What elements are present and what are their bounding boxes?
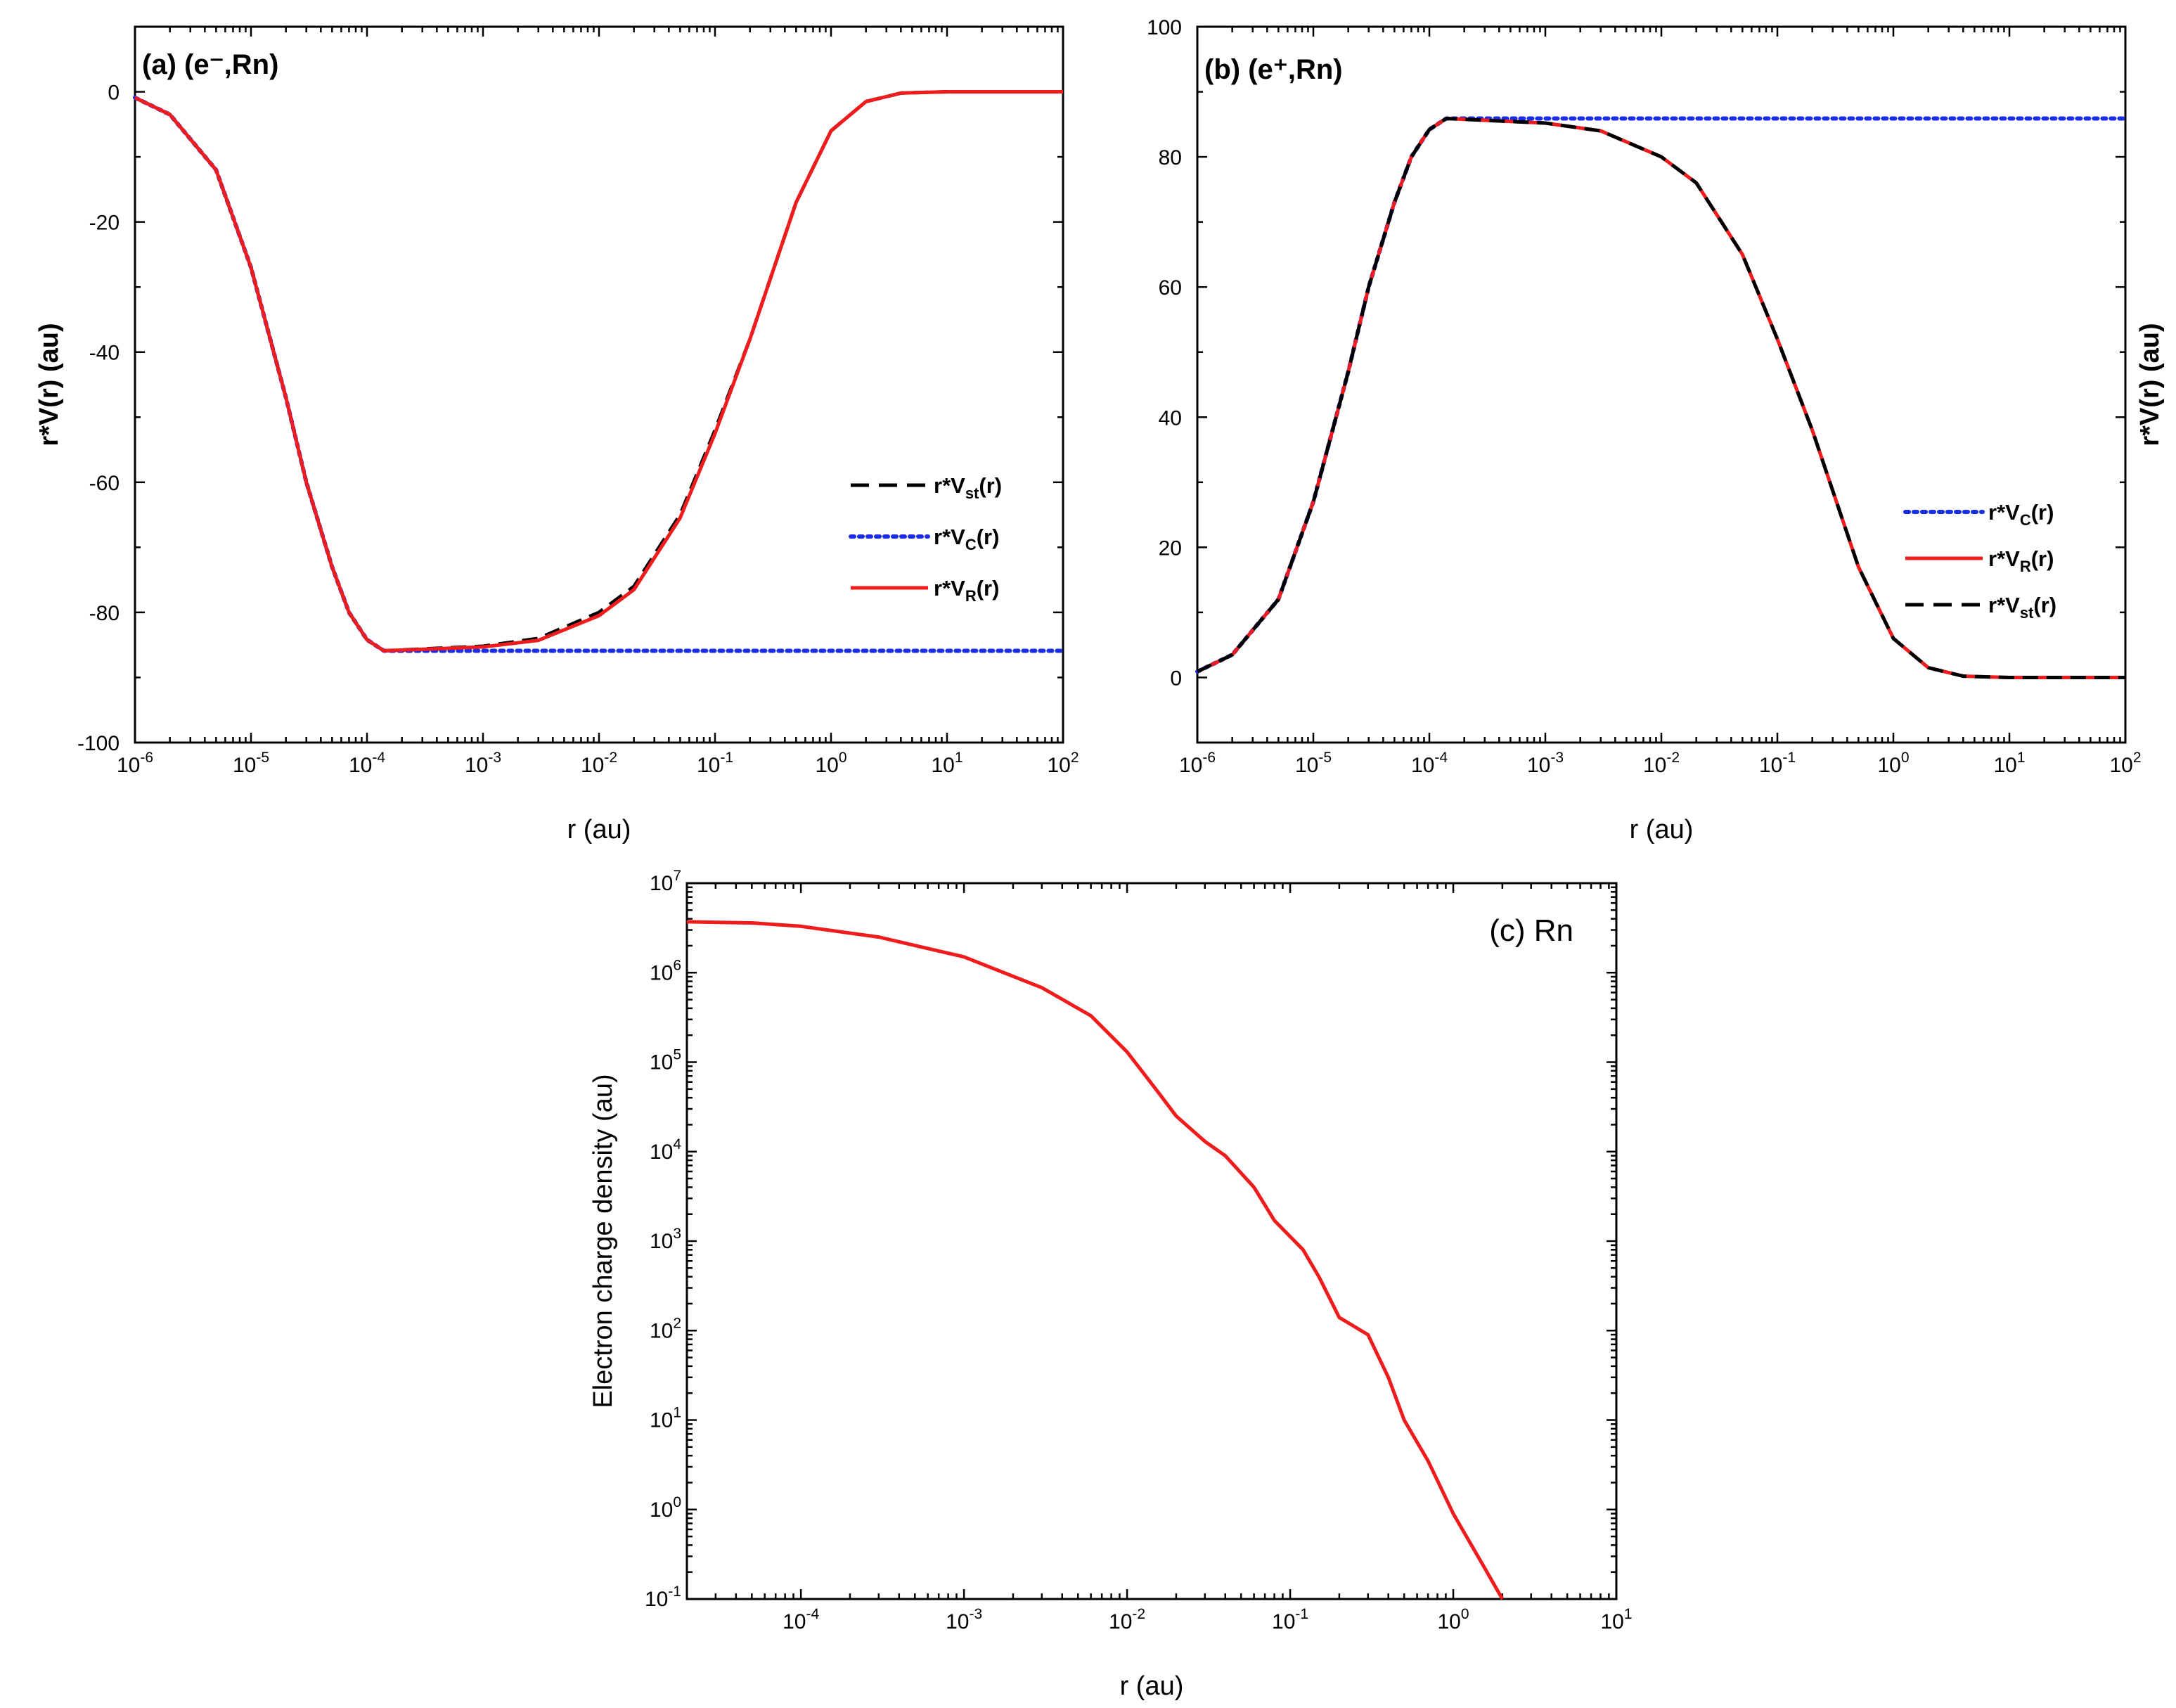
panel-a-x-tick-label: 10-4 <box>349 750 385 777</box>
panel-b-x-tick-label: 10-1 <box>1759 750 1796 777</box>
panel-c-y-tick-label: 102 <box>650 1315 681 1342</box>
panel-b-x-tick-label: 102 <box>2109 750 2141 777</box>
panel-a-y-tick-label: 0 <box>108 82 120 105</box>
panel-c-frame <box>685 882 1618 1600</box>
panel-a-y-axis-title: r*V(r) (au) <box>34 323 64 446</box>
panel-a-x-tick-label: 102 <box>1047 750 1079 777</box>
panel-a-legend: r*Vst(r) r*VC(r) r*VR(r) <box>849 473 1002 605</box>
panel-b-x-tick-label: 10-4 <box>1411 750 1448 777</box>
panel-b-label: (b) (e⁺,Rn) <box>1204 54 1343 85</box>
panel-c-x-tick-label: 100 <box>1437 1606 1469 1633</box>
panel-a-legend-label: r*VC(r) <box>934 525 999 553</box>
panel-a-x-tick-label: 10-1 <box>697 750 733 777</box>
panel-a-y-tick-label: -20 <box>89 212 120 235</box>
panel-c-y-tick-label: 100 <box>650 1494 681 1522</box>
panel-c-y-tick-label: 107 <box>650 868 681 895</box>
panel-a-y-tick-label: -60 <box>89 472 120 495</box>
panel-c-y-tick-label: 10-1 <box>645 1584 681 1611</box>
panel-c-y-axis-title: Electron charge density (au) <box>588 1074 618 1408</box>
panel-b-x-tick-label: 10-3 <box>1527 750 1564 777</box>
panel-a-series-dotted-line <box>133 95 1065 653</box>
panel-a-legend-label: r*Vst(r) <box>934 473 1002 502</box>
panel-b: 10-6 10-5 10-4 10-3 10-2 10-1 100 101 102 0 20 40 60… <box>1147 16 2165 845</box>
panel-b-legend: r*VC(r) r*VR(r) r*Vst(r) <box>1903 500 2056 622</box>
panel-a-x-axis-title: r (au) <box>567 815 631 845</box>
panel-c: 10-4 10-3 10-2 10-1 100 101 10-1 100 101 102 103 10… <box>588 868 1633 1701</box>
panel-b-series-dotted-line <box>1195 116 2127 674</box>
panel-b-frame <box>1196 25 2127 744</box>
panel-a-x-tick-label: 10-2 <box>581 750 617 777</box>
panel-b-x-tick-label: 10-6 <box>1179 750 1216 777</box>
panel-a-y-tick-label: -80 <box>89 602 120 625</box>
panel-b-y-tick-label: 20 <box>1159 537 1182 560</box>
panel-a-series-solid-line <box>134 90 1063 653</box>
panel-a-frame <box>134 25 1064 744</box>
panel-b-x-tick-label: 10-2 <box>1643 750 1680 777</box>
panel-b-series-dashed-line <box>1196 117 2125 679</box>
panel-b-y-tick-label: 40 <box>1159 406 1182 430</box>
panel-b-legend-label: r*Vst(r) <box>1988 593 2056 622</box>
panel-a-label: (a) (e⁻,Rn) <box>142 49 278 80</box>
panel-a-y-tick-label: -40 <box>89 342 120 365</box>
panel-c-y-tick-label: 103 <box>650 1226 681 1253</box>
panel-b-x-tick-label: 10-5 <box>1295 750 1332 777</box>
panel-a-x-tick-label: 10-6 <box>117 750 153 777</box>
panel-a-y-tick-label: -100 <box>77 732 120 755</box>
panel-c-x-tick-label: 10-4 <box>783 1606 819 1633</box>
panel-b-legend-label: r*VR(r) <box>1988 546 2054 575</box>
panel-b-x-axis-title: r (au) <box>1630 815 1694 845</box>
panel-b-y-tick-label: 0 <box>1170 667 1182 690</box>
panel-b-legend-label: r*VC(r) <box>1988 500 2054 529</box>
panel-a: 10-6 10-5 10-4 10-3 10-2 10-1 100 101 102 0 -20 -40… <box>34 25 1079 845</box>
panel-c-x-axis-title: r (au) <box>1120 1671 1184 1701</box>
panel-c-x-tick-label: 101 <box>1600 1606 1632 1633</box>
panel-c-label: (c) Rn <box>1489 913 1573 948</box>
panel-c-x-tick-label: 10-3 <box>946 1606 982 1633</box>
panel-c-y-tick-label: 106 <box>650 957 681 984</box>
panel-b-series-solid-line <box>1196 117 2125 679</box>
panel-c-y-tick-label: 105 <box>650 1047 681 1074</box>
panel-a-x-tick-label: 101 <box>931 750 963 777</box>
panel-c-y-tick-label: 101 <box>650 1405 681 1432</box>
panel-a-x-tick-label: 10-5 <box>233 750 269 777</box>
panel-a-legend-label: r*VR(r) <box>934 576 999 605</box>
panel-b-x-tick-label: 100 <box>1877 750 1909 777</box>
panel-c-y-tick-label: 104 <box>650 1136 681 1164</box>
panel-b-y-tick-label: 80 <box>1159 146 1182 169</box>
panel-a-x-tick-label: 10-3 <box>465 750 501 777</box>
panel-c-series-solid-line <box>686 920 1505 1600</box>
panel-c-x-tick-label: 10-2 <box>1109 1606 1145 1633</box>
panel-b-x-tick-label: 101 <box>1993 750 2025 777</box>
panel-a-x-tick-label: 100 <box>815 750 846 777</box>
panel-a-series-dashed-line <box>134 90 1063 653</box>
panel-b-y-tick-label: 100 <box>1147 16 1182 39</box>
panel-b-y-axis-title: r*V(r) (au) <box>2135 323 2165 446</box>
panel-b-y-tick-label: 60 <box>1159 276 1182 300</box>
panel-c-x-tick-label: 10-1 <box>1272 1606 1308 1633</box>
